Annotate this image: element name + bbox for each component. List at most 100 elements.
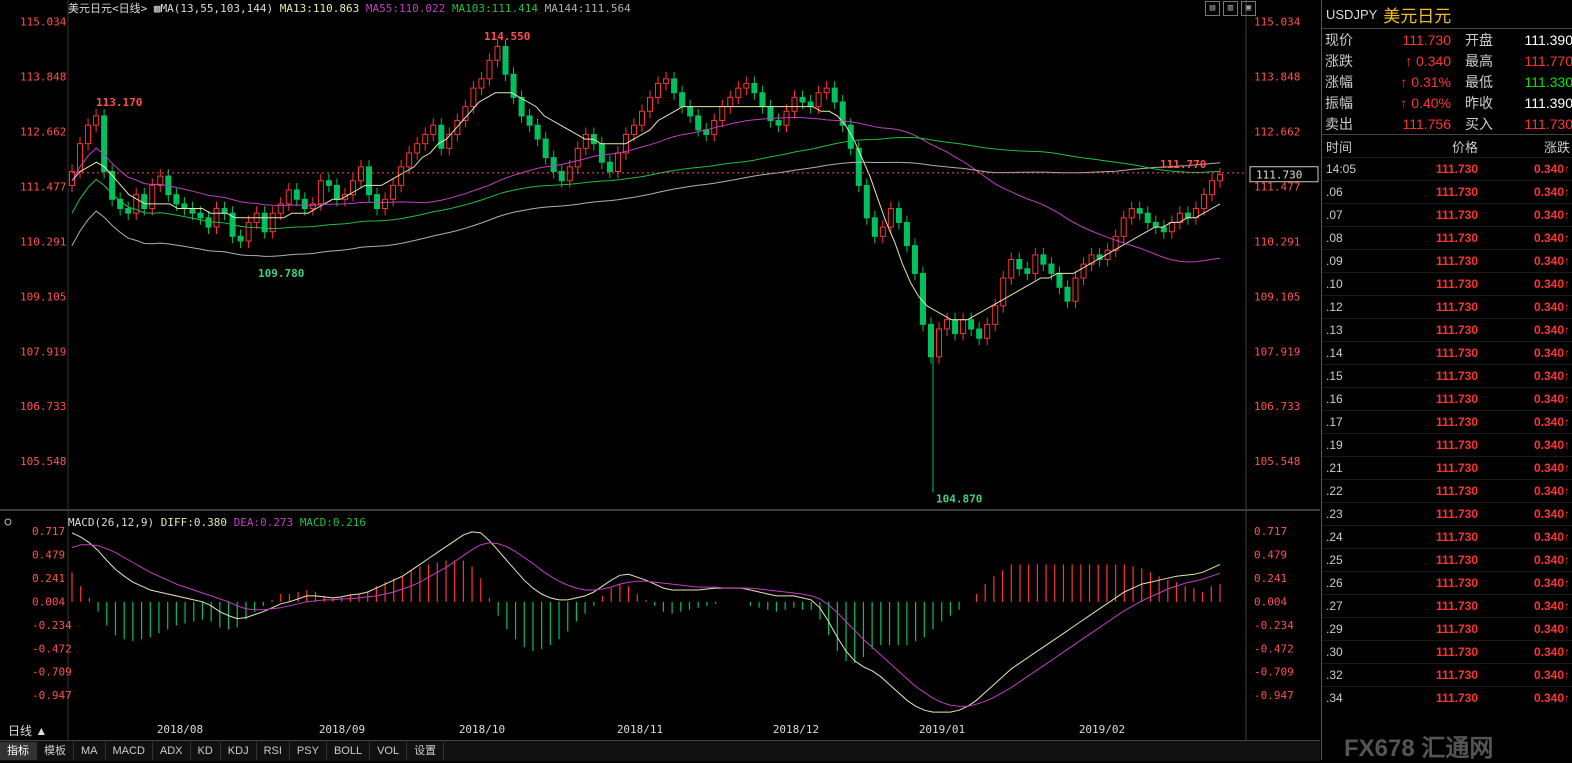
tick-row[interactable]: .24 111.730 0.340↑ [1322, 525, 1572, 548]
candle-body [1160, 226, 1167, 233]
period-selector[interactable]: 日线 ▲ [8, 724, 48, 738]
tab-11[interactable]: 设置 [407, 742, 445, 760]
tick-row[interactable]: .09 111.730 0.340↑ [1322, 249, 1572, 272]
tab-8[interactable]: PSY [290, 742, 327, 760]
candle-body [285, 189, 292, 205]
candle-body [879, 226, 886, 237]
tick-change: 0.340↑ [1533, 254, 1570, 268]
tick-time: .13 [1326, 323, 1343, 337]
candle-body [1088, 254, 1095, 265]
tick-row[interactable]: .34 111.730 0.340↑ [1322, 686, 1572, 709]
candle-body [85, 124, 92, 145]
tick-row[interactable]: .19 111.730 0.340↑ [1322, 433, 1572, 456]
macd-y-tick-left: 0.241 [32, 572, 65, 585]
tab-0[interactable]: 指标 [0, 742, 37, 760]
tick-row[interactable]: .17 111.730 0.340↑ [1322, 410, 1572, 433]
tick-row[interactable]: .32 111.730 0.340↑ [1322, 663, 1572, 686]
y-tick-left: 112.662 [20, 126, 66, 139]
macd-y-tick-right: 0.717 [1254, 525, 1287, 538]
candle-body [406, 152, 413, 168]
tick-row[interactable]: .14 111.730 0.340↑ [1322, 341, 1572, 364]
candle-body [93, 115, 100, 126]
y-tick-left: 113.848 [20, 71, 66, 84]
tab-10[interactable]: VOL [370, 742, 408, 760]
candle-body [847, 124, 854, 149]
macd-y-tick-left: 0.004 [32, 595, 65, 608]
tab-3[interactable]: MACD [106, 742, 153, 760]
tab-4[interactable]: ADX [153, 742, 191, 760]
quote-label: 现价 [1325, 31, 1353, 48]
quote-value-2: 111.390 [1524, 31, 1572, 48]
split-icon[interactable]: ▥ [1223, 1, 1238, 16]
tick-row[interactable]: .29 111.730 0.340↑ [1322, 617, 1572, 640]
candle-body [133, 194, 140, 214]
tick-row[interactable]: .30 111.730 0.340↑ [1322, 640, 1572, 663]
tick-time: .21 [1326, 461, 1343, 475]
quote-panel: USDJPY 美元日元 现价 111.730 开盘 111.390 涨跌 ↑ 0.340 最… [1321, 0, 1572, 760]
candle-body [903, 221, 910, 247]
tick-price: 111.730 [1435, 185, 1478, 199]
ma103-line [71, 136, 1221, 230]
candle-body [911, 245, 918, 274]
tick-row[interactable]: .06 111.730 0.340↑ [1322, 180, 1572, 203]
tick-row[interactable]: .25 111.730 0.340↑ [1322, 548, 1572, 571]
candle-body [695, 115, 702, 131]
tick-price: 111.730 [1435, 208, 1478, 222]
tick-row[interactable]: .13 111.730 0.340↑ [1322, 318, 1572, 341]
fullscreen-icon[interactable]: ▣ [1241, 1, 1256, 16]
candle-body [614, 152, 621, 172]
tab-1[interactable]: 模板 [37, 742, 74, 760]
tick-row[interactable]: .07 111.730 0.340↑ [1322, 203, 1572, 226]
tick-row[interactable]: .27 111.730 0.340↑ [1322, 594, 1572, 617]
tick-row[interactable]: .08 111.730 0.340↑ [1322, 226, 1572, 249]
tab-5[interactable]: KD [191, 742, 221, 760]
macd-macd: MACD:0.216 [299, 516, 367, 529]
candle-body [831, 87, 838, 103]
candle-body [1144, 212, 1151, 223]
candle-body [855, 147, 862, 186]
tab-9[interactable]: BOLL [327, 742, 371, 760]
tick-row[interactable]: .12 111.730 0.340↑ [1322, 295, 1572, 318]
macd-y-tick-left: -0.947 [32, 689, 72, 702]
candle-body [630, 124, 637, 135]
tick-price: 111.730 [1435, 668, 1478, 682]
candle-body [1000, 277, 1007, 307]
tick-change: 0.340↑ [1533, 208, 1570, 222]
y-tick-right: 110.291 [1254, 235, 1300, 248]
tab-6[interactable]: KDJ [221, 742, 257, 760]
tick-change: 0.340↑ [1533, 576, 1570, 590]
tick-change: 0.340↑ [1533, 369, 1570, 383]
ticks-list[interactable]: 14:05 111.730 0.340↑ .06 111.730 0.340↑ .07 111… [1322, 157, 1572, 709]
tick-row[interactable]: .16 111.730 0.340↑ [1322, 387, 1572, 410]
tick-row[interactable]: .21 111.730 0.340↑ [1322, 456, 1572, 479]
chart-canvas[interactable]: 115.034 115.034 113.848 113.848 112.662 112.6… [0, 0, 1320, 740]
macd-y-tick-right: 0.479 [1254, 549, 1287, 562]
tick-row[interactable]: .22 111.730 0.340↑ [1322, 479, 1572, 502]
expand-icon[interactable]: ▤ [1205, 1, 1220, 16]
candle-body [325, 180, 332, 186]
candle-body [237, 235, 244, 242]
tick-row[interactable]: .26 111.730 0.340↑ [1322, 571, 1572, 594]
quote-label: 卖出 [1325, 115, 1353, 132]
candle-body [735, 87, 742, 98]
candle-body [566, 166, 573, 182]
candle-body [1128, 208, 1135, 219]
ma55-value: MA55:110.022 [365, 2, 446, 15]
candle-body [558, 170, 565, 182]
dea-line [71, 542, 1221, 707]
tick-change: 0.340↑ [1533, 668, 1570, 682]
candle-body [141, 194, 148, 210]
watermark-logo: FX678 汇通网 [1344, 735, 1494, 762]
tick-row[interactable]: .15 111.730 0.340↑ [1322, 364, 1572, 387]
candle-body [510, 73, 517, 98]
candle-body [1064, 286, 1071, 302]
tab-7[interactable]: RSI [257, 742, 290, 760]
tick-change: 0.340↑ [1533, 346, 1570, 360]
macd-settings-icon [4, 518, 12, 526]
tick-row[interactable]: .10 111.730 0.340↑ [1322, 272, 1572, 295]
tick-row[interactable]: 14:05 111.730 0.340↑ [1322, 157, 1572, 180]
tick-row[interactable]: .23 111.730 0.340↑ [1322, 502, 1572, 525]
quote-row: 涨幅 ↑ 0.31% 最低 111.330 [1322, 71, 1572, 92]
tab-2[interactable]: MA [74, 742, 106, 760]
tick-price: 111.730 [1435, 461, 1478, 475]
